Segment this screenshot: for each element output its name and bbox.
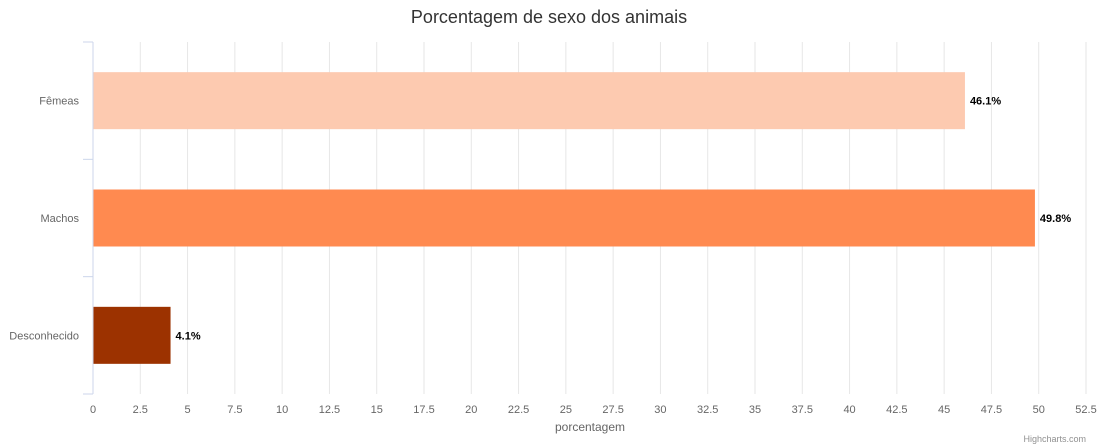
value-tick-label: 35 (749, 404, 761, 416)
data-label: 46.1% (970, 96, 1001, 108)
value-tick-label: 17.5 (413, 404, 434, 416)
value-tick-label: 32.5 (697, 404, 718, 416)
bars (93, 72, 1035, 364)
value-tick-label: 7.5 (227, 404, 242, 416)
category-axis: Fêmeas Machos Desconhecido (9, 41, 94, 395)
chart-title: Porcentagem de sexo dos animais (411, 7, 687, 27)
credits-link[interactable]: Highcharts.com (1023, 434, 1086, 444)
category-label: Desconhecido (9, 330, 79, 342)
data-label: 4.1% (176, 330, 201, 342)
category-label: Fêmeas (39, 96, 79, 108)
value-tick-label: 37.5 (792, 404, 813, 416)
value-tick-label: 20 (465, 404, 477, 416)
value-tick-label: 47.5 (981, 404, 1002, 416)
data-label: 49.8% (1040, 213, 1071, 225)
value-tick-label: 50 (1033, 404, 1045, 416)
value-tick-label: 5 (185, 404, 191, 416)
value-tick-label: 0 (90, 404, 96, 416)
value-axis-title: porcentagem (555, 420, 625, 434)
category-label: Machos (40, 213, 79, 225)
value-tick-label: 40 (843, 404, 855, 416)
value-tick-label: 22.5 (508, 404, 529, 416)
value-tick-label: 42.5 (886, 404, 907, 416)
bar[interactable] (93, 72, 965, 130)
data-labels: 46.1% 49.8% 4.1% (176, 96, 1072, 343)
value-tick-label: 30 (654, 404, 666, 416)
value-tick-label: 45 (938, 404, 950, 416)
value-tick-label: 10 (276, 404, 288, 416)
value-tick-label: 15 (371, 404, 383, 416)
value-tick-label: 52.5 (1075, 404, 1096, 416)
value-tick-label: 27.5 (602, 404, 623, 416)
bar[interactable] (93, 306, 171, 364)
value-tick-label: 25 (560, 404, 572, 416)
value-tick-label: 2.5 (133, 404, 148, 416)
value-axis-ticks: 0 2.5 5 7.5 10 12.5 15 17.5 20 22.5 25 27.5 30 32.5 35… (90, 404, 1097, 416)
value-tick-label: 12.5 (319, 404, 340, 416)
bar[interactable] (93, 189, 1035, 247)
